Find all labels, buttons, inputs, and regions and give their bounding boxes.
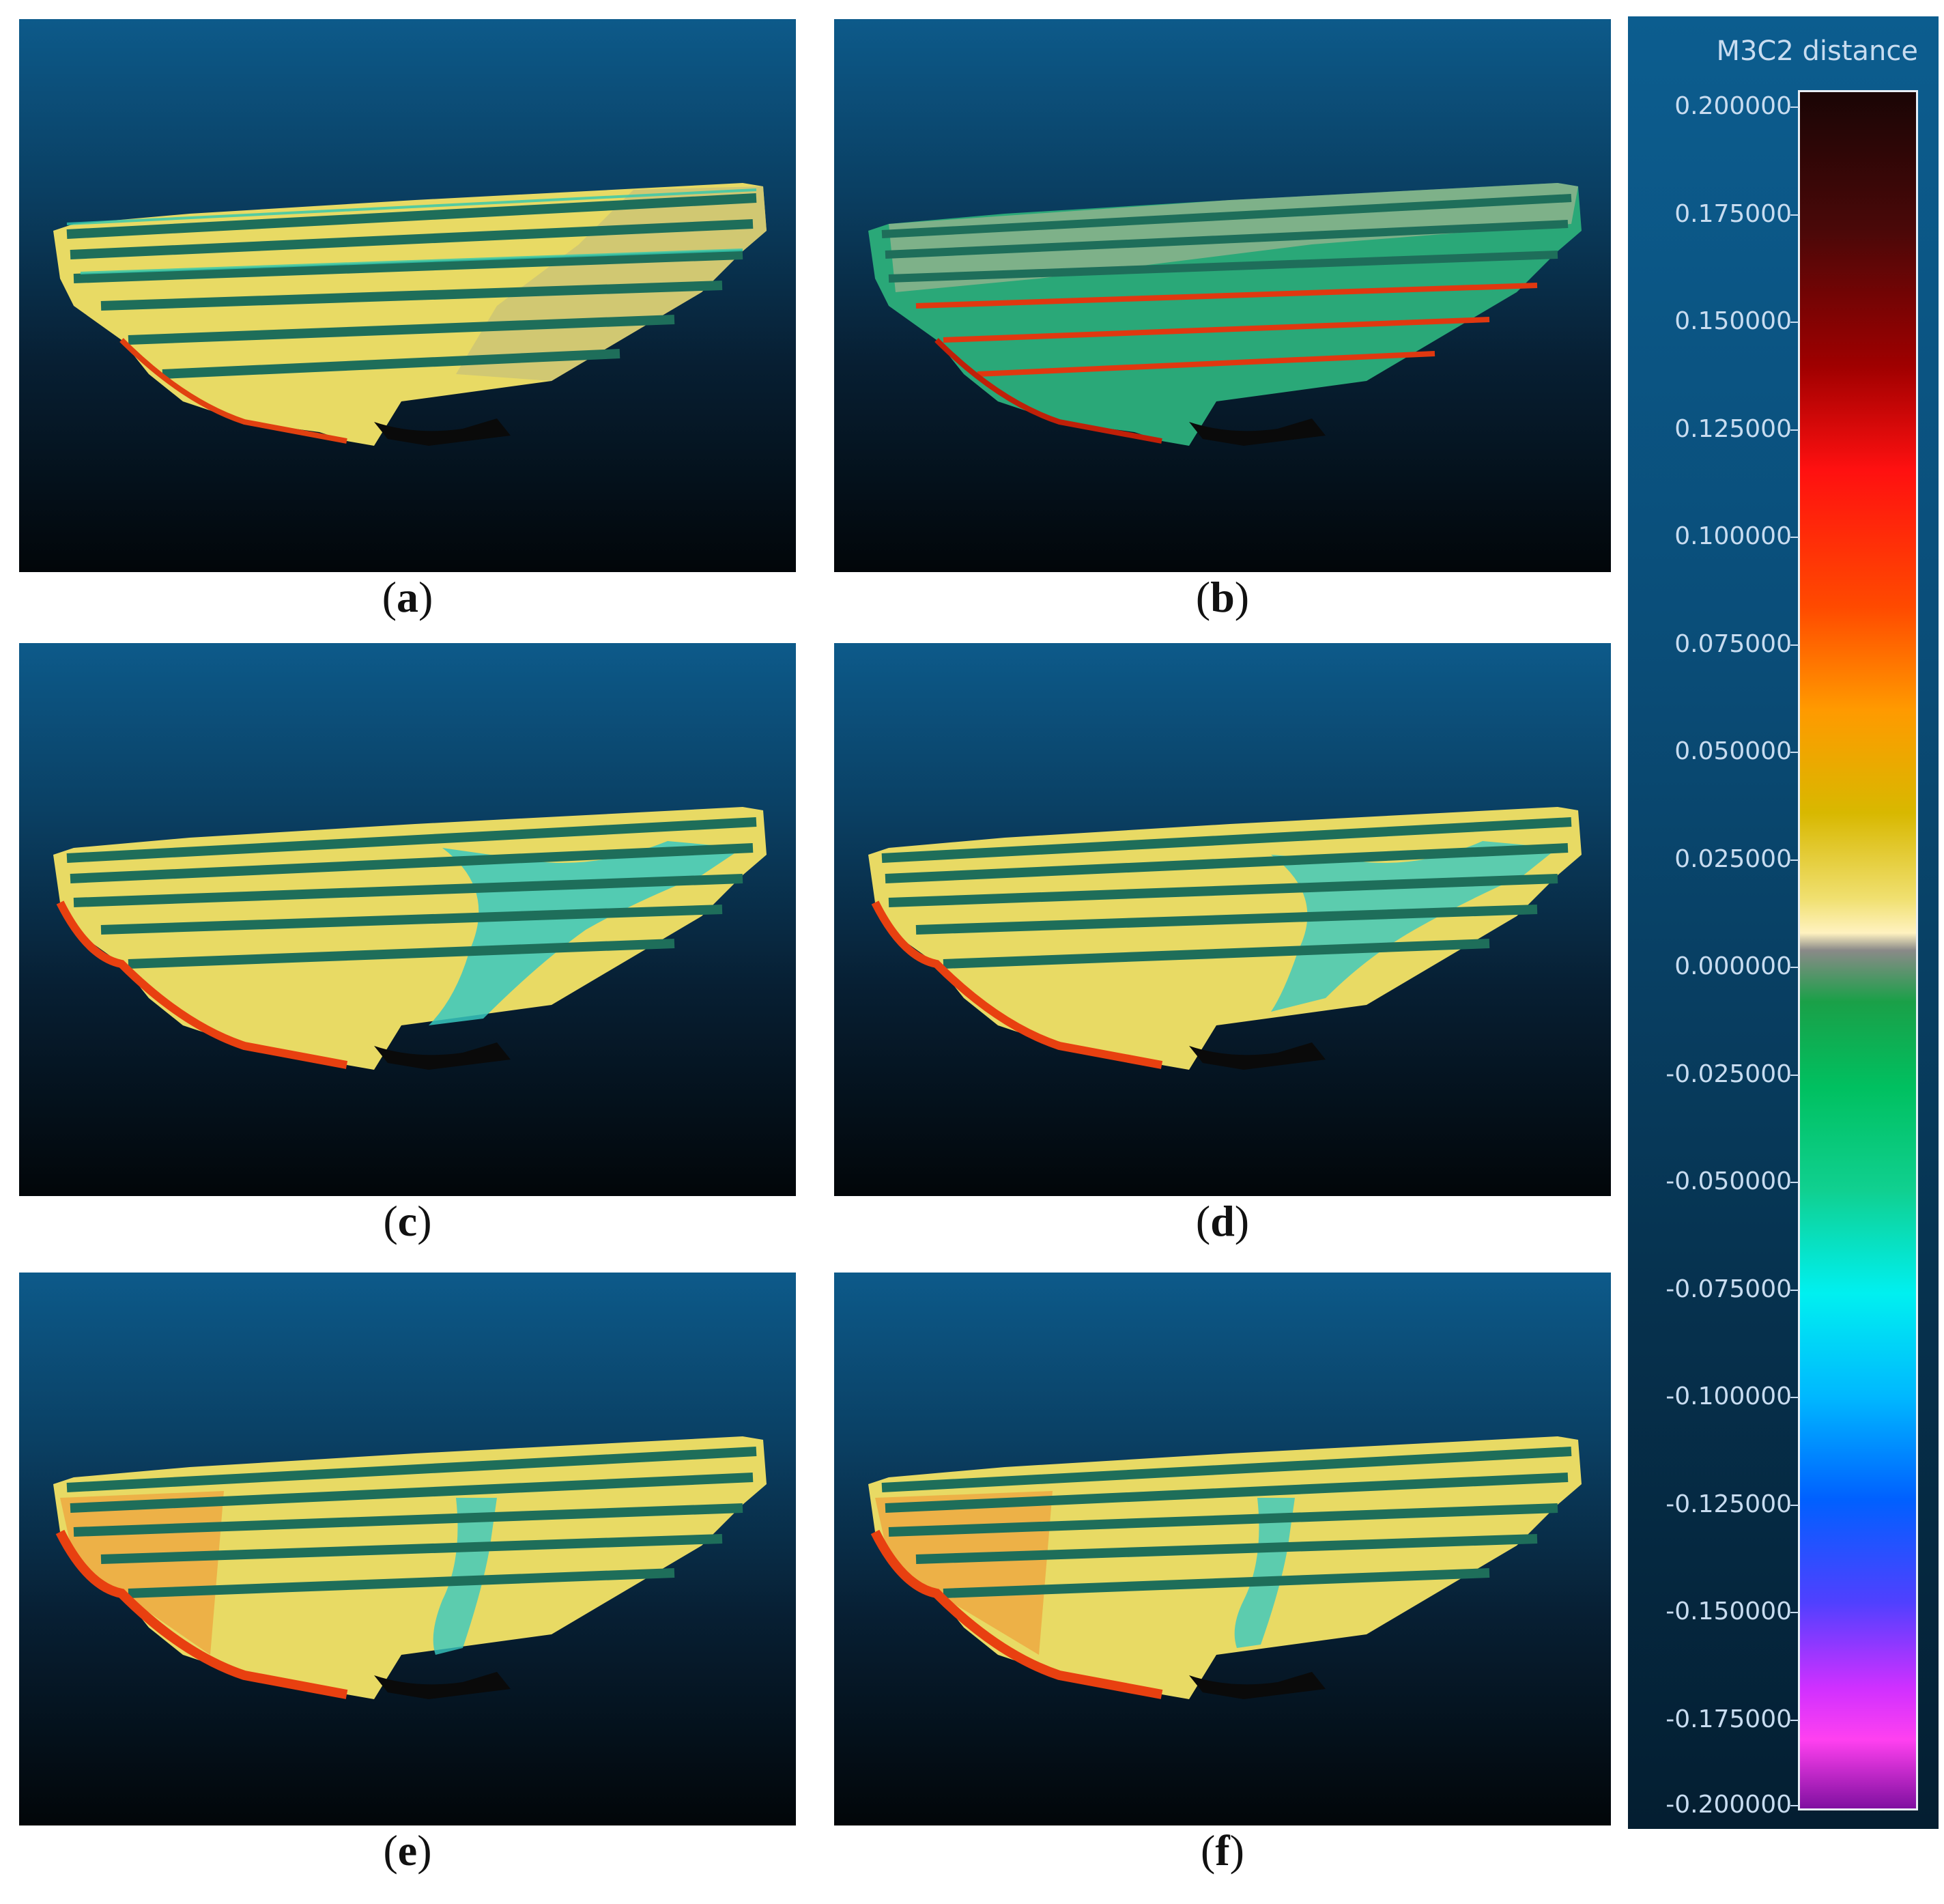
panel-d-caption: (d) [1195, 1197, 1250, 1245]
scale-tick: 0.000000 [1628, 953, 1799, 980]
scale-tick: 0.100000 [1628, 523, 1799, 550]
scale-tick: 0.025000 [1628, 846, 1799, 873]
panel-c-caption: (c) [383, 1197, 432, 1245]
scale-tick: 0.150000 [1628, 308, 1799, 335]
point-cloud-c [53, 807, 767, 1070]
scale-tick: -0.075000 [1628, 1276, 1799, 1303]
scale-tick: -0.050000 [1628, 1168, 1799, 1195]
panel-a-image [19, 19, 796, 572]
scale-tick: -0.200000 [1628, 1791, 1799, 1819]
scale-tick: -0.150000 [1628, 1598, 1799, 1625]
point-cloud-f [868, 1436, 1582, 1699]
panel-a-caption: (a) [382, 573, 433, 621]
scale-tick: -0.025000 [1628, 1061, 1799, 1088]
scale-tick: -0.100000 [1628, 1383, 1799, 1410]
point-cloud-e [53, 1436, 767, 1699]
scale-tick: 0.200000 [1628, 93, 1799, 120]
legend-title: M3C2 distance [1716, 35, 1918, 67]
scale-tick: 0.175000 [1628, 201, 1799, 228]
point-cloud-a [53, 183, 767, 446]
panel-d-image [834, 643, 1611, 1196]
panel-e-caption: (e) [383, 1826, 432, 1875]
panel-f-image [834, 1273, 1611, 1825]
panel-b-image [834, 19, 1611, 572]
panel-c-image [19, 643, 796, 1196]
panel-b-caption: (b) [1195, 573, 1250, 621]
point-cloud-d [868, 807, 1582, 1070]
scale-tick: -0.125000 [1628, 1491, 1799, 1518]
scale-tick: 0.075000 [1628, 631, 1799, 658]
scale-tick: 0.125000 [1628, 416, 1799, 443]
point-cloud-b [868, 183, 1582, 446]
color-scale-bar [1798, 90, 1918, 1810]
scale-tick: 0.050000 [1628, 738, 1799, 765]
scale-tick: -0.175000 [1628, 1706, 1799, 1733]
color-scale-legend: M3C2 distance 0.200000 0.175000 0.150000… [1628, 16, 1939, 1829]
panel-f-caption: (f) [1201, 1826, 1244, 1875]
panel-e-image [19, 1273, 796, 1825]
